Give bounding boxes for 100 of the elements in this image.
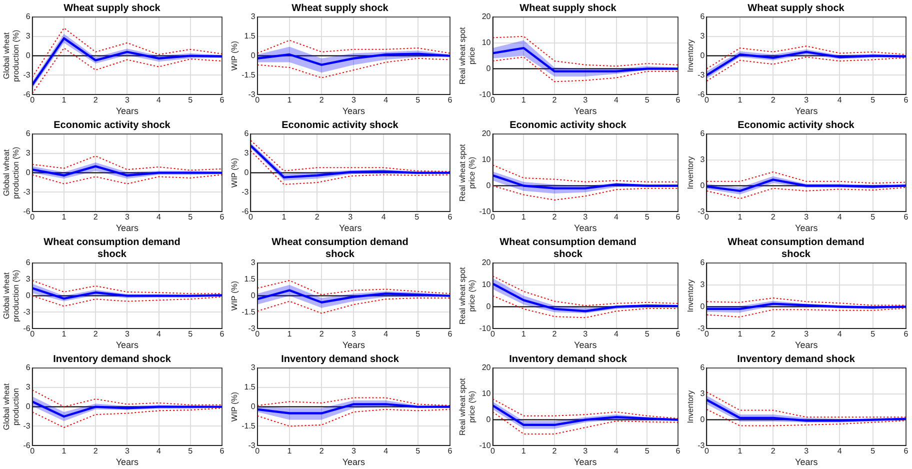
x-tick-label: 1: [738, 446, 743, 456]
x-tick-label: 1: [62, 446, 67, 456]
y-tick-label: 3: [700, 155, 706, 164]
y-tick-label: -10: [479, 90, 492, 99]
x-tick-label: 5: [644, 446, 650, 456]
chart-title: Economic activity shock: [738, 120, 855, 131]
y-tick-label: 1.5: [244, 274, 256, 284]
x-tick-label: 3: [124, 212, 130, 222]
x-axis-title: Years: [795, 457, 818, 468]
y-axis-title: Inventory: [686, 156, 696, 190]
x-tick-label: 5: [644, 212, 650, 222]
x-tick-label: 4: [381, 212, 386, 222]
chart-title: Inventory demand shock: [737, 354, 856, 365]
y-tick-label: 20: [482, 363, 492, 372]
x-tick-label: 6: [448, 330, 453, 339]
x-tick-label: 1: [521, 212, 526, 222]
x-tick-label: 1: [738, 212, 743, 222]
x-tick-label: 3: [351, 330, 356, 339]
y-tick-label: 0: [700, 414, 706, 424]
x-tick-label: 4: [837, 212, 842, 222]
x-tick-label: 5: [416, 330, 421, 339]
x-tick-label: 2: [552, 446, 558, 456]
x-tick-label: 5: [870, 212, 876, 222]
x-axis-title: Years: [116, 340, 139, 350]
x-tick-label: 2: [770, 330, 776, 339]
y-tick-label: -10: [479, 206, 492, 216]
x-tick-label: 6: [904, 212, 909, 222]
y-tick-label: 3: [250, 258, 256, 268]
y-axis-title: WIP (%): [230, 40, 240, 71]
y-tick-label: -3: [242, 187, 250, 196]
x-tick-label: 4: [384, 446, 389, 456]
x-tick-label: 6: [904, 330, 909, 339]
y-tick-label: 3: [26, 32, 31, 41]
chart-title: Wheat supply shock: [520, 2, 617, 14]
y-tick-label: 20: [482, 12, 492, 22]
x-tick-label: 2: [770, 212, 776, 222]
y-tick-label: 3: [250, 363, 256, 372]
y-tick-label: 3: [700, 389, 706, 398]
x-tick-label: 2: [319, 446, 324, 456]
x-tick-label: 5: [188, 212, 194, 222]
y-tick-label: 0: [700, 302, 706, 311]
y-tick-label: -3: [248, 90, 256, 99]
x-tick-label: 2: [314, 212, 320, 222]
x-tick-label: 2: [93, 330, 98, 339]
chart-title: Wheat supply shock: [64, 2, 161, 14]
x-tick-label: 5: [644, 96, 650, 105]
y-tick-label: 6: [26, 258, 31, 268]
x-tick-label: 2: [93, 96, 98, 105]
y-tick-label: -3: [698, 206, 706, 216]
x-tick-label: 4: [384, 330, 389, 339]
x-tick-label: 2: [552, 330, 558, 339]
x-tick-label: 1: [287, 446, 292, 456]
x-tick-label: 6: [676, 96, 681, 105]
y-axis-title: Inventory: [686, 279, 696, 312]
chart-title: Inventory demand shock: [281, 354, 400, 365]
y-tick-label: -1.5: [242, 307, 256, 316]
chart-title: Wheat supply shock: [292, 2, 389, 14]
y-tick-label: -6: [23, 206, 31, 216]
y-tick-label: 0: [486, 414, 492, 424]
x-tick-label: 4: [837, 446, 842, 456]
x-tick-label: 4: [614, 212, 620, 222]
x-tick-label: 4: [156, 96, 162, 105]
x-tick-label: 6: [676, 446, 681, 456]
y-tick-label: -10: [479, 324, 492, 333]
x-tick-label: 2: [552, 96, 558, 105]
y-tick-label: 0: [244, 168, 250, 178]
x-tick-label: 6: [676, 212, 681, 222]
y-tick-label: -6: [242, 206, 250, 216]
x-axis-title: Years: [795, 340, 818, 350]
x-tick-label: 2: [770, 446, 776, 456]
y-tick-label: 3: [700, 32, 706, 41]
x-axis-title: Years: [574, 223, 598, 234]
y-axis-title: Global wheat production (%): [2, 146, 21, 199]
y-tick-label: -3: [248, 440, 256, 450]
x-tick-label: 2: [93, 446, 98, 456]
y-tick-label: 0: [26, 168, 31, 178]
y-tick-label: -6: [698, 90, 706, 99]
chart-title: Economic activity shock: [510, 120, 627, 131]
x-tick-label: 5: [870, 96, 876, 105]
y-tick-label: 6: [26, 12, 31, 22]
y-tick-label: 0: [26, 51, 31, 60]
chart-title: Economic activity shock: [282, 120, 399, 131]
x-tick-label: 3: [351, 446, 356, 456]
y-axis-title: Inventory: [686, 39, 696, 72]
x-tick-label: 5: [870, 446, 876, 456]
y-tick-label: 3: [244, 148, 250, 158]
x-axis-title: Years: [795, 223, 818, 234]
x-tick-label: 4: [614, 330, 620, 339]
x-tick-label: 5: [188, 446, 194, 456]
x-axis-title: Years: [342, 106, 366, 116]
x-tick-label: 3: [804, 212, 810, 222]
x-axis-title: Years: [116, 457, 139, 468]
chart-title: Wheat consumption demand shock: [44, 236, 180, 260]
x-tick-label: 5: [188, 330, 194, 339]
y-tick-label: 3: [250, 12, 256, 22]
x-tick-label: 3: [804, 96, 810, 105]
y-tick-label: -3: [23, 70, 31, 80]
chart-title: Inventory demand shock: [53, 354, 172, 365]
y-tick-label: 6: [700, 258, 706, 268]
x-tick-label: 3: [124, 330, 130, 339]
